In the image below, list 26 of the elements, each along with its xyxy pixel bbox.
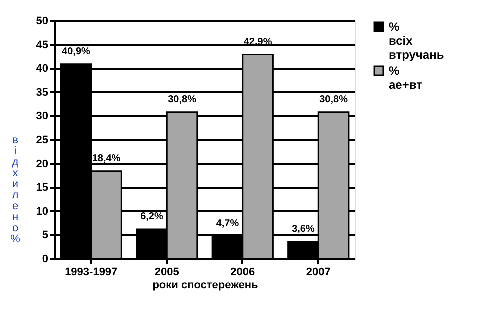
x-tick-label: 2007: [306, 266, 331, 278]
x-tick-label: 1993-1997: [65, 266, 118, 278]
y-tick-label: 45: [36, 39, 48, 52]
text: відхилено %: [10, 134, 20, 246]
data-label: 30,8%: [320, 94, 348, 106]
data-label: 4,7%: [216, 218, 240, 230]
y-tick-label: 20: [36, 158, 48, 170]
y-tick-label: 15: [36, 182, 48, 194]
data-label: 6,2%: [140, 211, 164, 222]
legend-label: % ае+вт: [389, 64, 423, 92]
legend-label: % всіх втручань: [389, 20, 444, 62]
y-tick-label: 30: [36, 110, 48, 123]
data-label: 30,8%: [168, 94, 197, 106]
data-label: 18,4%: [92, 153, 121, 164]
y-tick-label: 25: [36, 134, 48, 146]
y-tick-label: 40: [36, 63, 48, 76]
data-label: 3,6%: [292, 224, 315, 235]
data-label: 40,9%: [62, 46, 90, 58]
y-tick-label: 0: [42, 254, 48, 266]
y-tick-label: 5: [42, 230, 48, 242]
x-axis-title: роки спостережень: [152, 280, 259, 292]
y-tick-label: 35: [36, 86, 48, 99]
y-tick-label: 50: [36, 16, 48, 28]
x-tick-label: 2005: [154, 266, 180, 278]
y-tick-label: 10: [36, 206, 48, 218]
x-tick-label: 2006: [230, 266, 256, 278]
